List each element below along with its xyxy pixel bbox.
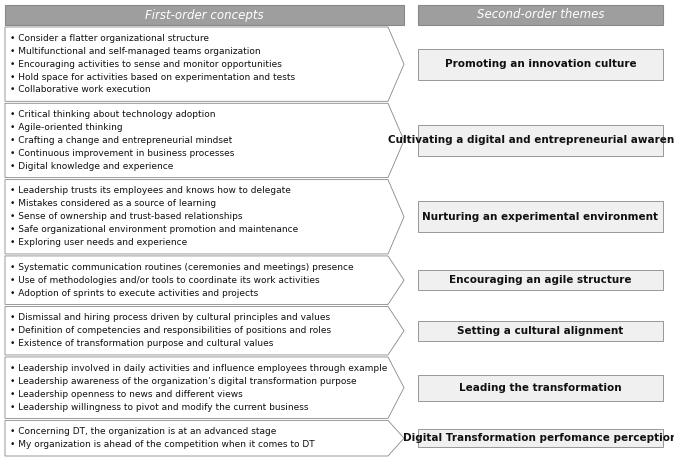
Text: • Leadership awareness of the organization’s digital transformation purpose: • Leadership awareness of the organizati… — [10, 377, 357, 386]
Text: Promoting an innovation culture: Promoting an innovation culture — [445, 59, 636, 69]
Text: Cultivating a digital and entrepreneurial awareness: Cultivating a digital and entrepreneuria… — [388, 136, 674, 146]
Text: • Safe organizational environment promotion and maintenance: • Safe organizational environment promot… — [10, 225, 299, 234]
Bar — [5, 5, 404, 25]
Text: • Encouraging activities to sense and monitor opportunities: • Encouraging activities to sense and mo… — [10, 59, 282, 69]
Polygon shape — [5, 27, 404, 101]
Polygon shape — [5, 307, 404, 355]
Text: • Definition of competencies and responsibilities of positions and roles: • Definition of competencies and respons… — [10, 326, 331, 335]
Text: • Crafting a change and entrepreneurial mindset: • Crafting a change and entrepreneurial … — [10, 136, 233, 145]
Text: First-order concepts: First-order concepts — [145, 8, 264, 22]
Text: • Adoption of sprints to execute activities and projects: • Adoption of sprints to execute activit… — [10, 289, 258, 298]
Bar — [418, 125, 663, 156]
Text: • Leadership openness to news and different views: • Leadership openness to news and differ… — [10, 390, 243, 399]
Polygon shape — [5, 420, 404, 456]
Text: • Systematic communication routines (ceremonies and meetings) presence: • Systematic communication routines (cer… — [10, 263, 354, 272]
Text: • Hold space for activities based on experimentation and tests: • Hold space for activities based on exp… — [10, 72, 295, 82]
Bar — [418, 5, 663, 25]
Text: Leading the transformation: Leading the transformation — [459, 383, 622, 393]
Polygon shape — [5, 180, 404, 254]
Text: Digital Transformation perfomance perception: Digital Transformation perfomance percep… — [403, 433, 674, 443]
Text: Nurturing an experimental environment: Nurturing an experimental environment — [423, 212, 658, 222]
Text: • Leadership willingness to pivot and modify the current business: • Leadership willingness to pivot and mo… — [10, 402, 309, 412]
Text: • Existence of transformation purpose and cultural values: • Existence of transformation purpose an… — [10, 339, 274, 348]
Text: • My organization is ahead of the competition when it comes to DT: • My organization is ahead of the compet… — [10, 440, 315, 449]
Text: • Exploring user needs and experience: • Exploring user needs and experience — [10, 238, 187, 247]
Text: • Use of methodologies and/or tools to coordinate its work activities: • Use of methodologies and/or tools to c… — [10, 276, 319, 285]
Text: Second-order themes: Second-order themes — [477, 8, 605, 22]
Text: • Sense of ownership and trust-based relationships: • Sense of ownership and trust-based rel… — [10, 212, 243, 221]
Bar — [418, 375, 663, 401]
Text: Setting a cultural alignment: Setting a cultural alignment — [458, 326, 623, 336]
Text: • Collaborative work execution: • Collaborative work execution — [10, 85, 150, 95]
Text: • Multifunctional and self-managed teams organization: • Multifunctional and self-managed teams… — [10, 47, 261, 56]
Polygon shape — [5, 256, 404, 304]
Text: • Concerning DT, the organization is at an advanced stage: • Concerning DT, the organization is at … — [10, 427, 276, 436]
Text: • Continuous improvement in business processes: • Continuous improvement in business pro… — [10, 149, 235, 158]
Bar — [418, 320, 663, 341]
Polygon shape — [5, 103, 404, 177]
Text: • Agile-oriented thinking: • Agile-oriented thinking — [10, 123, 123, 132]
Text: • Mistakes considered as a source of learning: • Mistakes considered as a source of lea… — [10, 199, 216, 208]
Polygon shape — [5, 357, 404, 419]
Text: Encouraging an agile structure: Encouraging an agile structure — [450, 275, 632, 285]
Text: • Dismissal and hiring process driven by cultural principles and values: • Dismissal and hiring process driven by… — [10, 313, 330, 322]
Bar — [418, 429, 663, 447]
Text: • Digital knowledge and experience: • Digital knowledge and experience — [10, 162, 173, 171]
Bar — [418, 270, 663, 290]
Bar — [418, 201, 663, 232]
Text: • Leadership involved in daily activities and influence employees through exampl: • Leadership involved in daily activitie… — [10, 364, 388, 373]
Text: • Leadership trusts its employees and knows how to delegate: • Leadership trusts its employees and kn… — [10, 187, 291, 195]
Bar — [418, 48, 663, 80]
Text: • Consider a flatter organizational structure: • Consider a flatter organizational stru… — [10, 34, 209, 43]
Text: • Critical thinking about technology adoption: • Critical thinking about technology ado… — [10, 110, 216, 119]
